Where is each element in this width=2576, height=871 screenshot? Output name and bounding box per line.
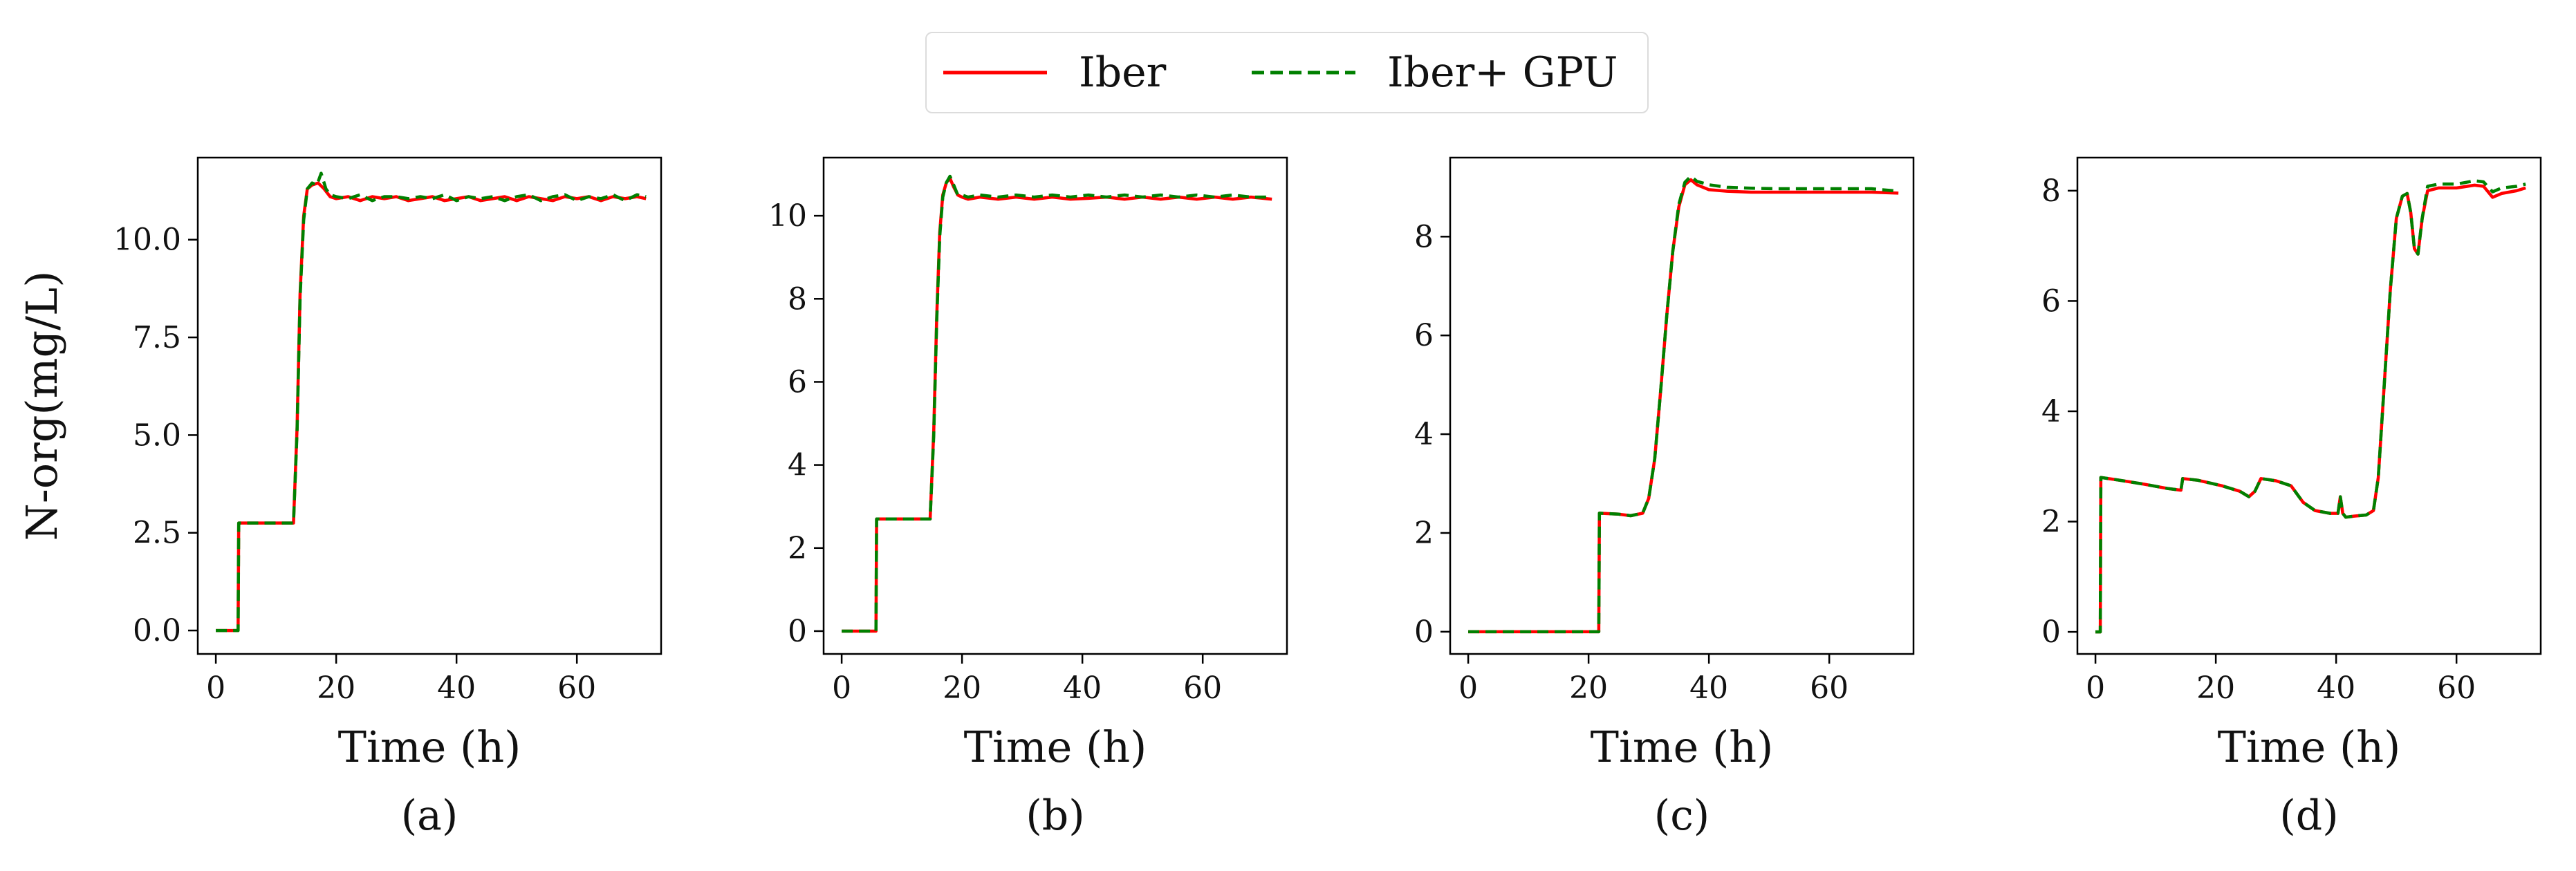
- axes-frame: [1449, 156, 1915, 655]
- y-tick-label: 0: [1414, 615, 1434, 650]
- axes-frame: [2076, 156, 2542, 655]
- y-tick-label: 2: [2041, 505, 2061, 540]
- x-tick-label: 0: [206, 671, 225, 706]
- x-tick-label: 40: [1689, 671, 1728, 706]
- panel-b: 0 20 40 60 0 2 4 6 8 10 Time (h) (b): [768, 156, 1288, 840]
- series-line-iber: [1468, 178, 1899, 634]
- y-tick-label: 2: [788, 531, 807, 566]
- series-line-iber-gpu: [216, 171, 647, 633]
- y-axis-label: N-org(mg/L): [17, 271, 67, 541]
- series-line-iber: [2095, 183, 2526, 634]
- legend-entry-iber: Iber: [943, 33, 1166, 112]
- y-tick-label: 2: [1414, 516, 1434, 551]
- y-tick-label: 6: [2041, 283, 2061, 319]
- x-tick-label: 0: [832, 671, 851, 706]
- panel-label: (d): [2279, 792, 2338, 840]
- y-tick-label: 4: [2041, 394, 2061, 429]
- x-axis-label: Time (h): [338, 722, 521, 772]
- legend-label-iber: Iber: [1079, 48, 1167, 97]
- y-tick-label: 6: [788, 364, 807, 400]
- y-tick-label: 8: [1414, 219, 1434, 254]
- y-tick-label: 6: [1414, 318, 1434, 353]
- legend-swatch-iber-gpu: [1252, 71, 1355, 75]
- x-tick-label: 60: [2437, 671, 2476, 706]
- y-tick-label: 10.0: [113, 223, 181, 258]
- x-tick-label: 20: [317, 671, 355, 706]
- panel-label: (c): [1654, 792, 1709, 840]
- series-line-iber: [842, 176, 1272, 633]
- x-tick-label: 60: [1183, 671, 1222, 706]
- x-tick-label: 40: [2317, 671, 2355, 706]
- x-axis-label: Time (h): [2218, 722, 2401, 772]
- x-tick-label: 20: [1569, 671, 1608, 706]
- y-tick-label: 7.5: [133, 320, 181, 355]
- x-tick-label: 60: [557, 671, 596, 706]
- y-tick-label: 0.0: [133, 613, 181, 648]
- y-tick-label: 4: [788, 448, 807, 483]
- legend-entry-iber-gpu: Iber+ GPU: [1252, 33, 1618, 112]
- legend-label-iber-gpu: Iber+ GPU: [1387, 48, 1618, 97]
- y-tick-label: 5.0: [133, 418, 181, 453]
- series-line-iber-gpu: [2095, 179, 2526, 634]
- series-line-iber: [216, 181, 647, 633]
- panel-d: 0 20 40 60 0 2 4 6 8 Time (h) (d): [2041, 156, 2542, 840]
- y-tick-label: 2.5: [133, 516, 181, 551]
- x-tick-label: 20: [943, 671, 981, 706]
- y-tick-label: 8: [2041, 174, 2061, 209]
- y-tick-label: 0: [2041, 615, 2061, 650]
- legend: Iber Iber+ GPU: [925, 32, 1649, 113]
- y-tick-label: 0: [788, 614, 807, 649]
- axes-frame: [822, 156, 1288, 655]
- x-tick-label: 0: [2086, 671, 2105, 706]
- y-tick-label: 8: [788, 281, 807, 317]
- panel-label: (a): [401, 792, 458, 840]
- y-tick-label: 4: [1414, 417, 1434, 452]
- x-tick-label: 40: [1063, 671, 1102, 706]
- x-axis-label: Time (h): [964, 722, 1147, 772]
- series-line-iber-gpu: [1468, 174, 1899, 634]
- y-tick-label: 10: [768, 198, 807, 234]
- x-tick-label: 20: [2196, 671, 2235, 706]
- x-tick-label: 60: [1810, 671, 1848, 706]
- series-line-iber-gpu: [842, 174, 1272, 633]
- legend-swatch-iber: [943, 71, 1047, 75]
- x-tick-label: 40: [437, 671, 476, 706]
- x-tick-label: 0: [1458, 671, 1478, 706]
- panel-a: 0 20 40 60 0.0 2.5 5.0 7.5 10.0 Time (h) (a) N-org(…: [17, 156, 662, 840]
- x-axis-label: Time (h): [1591, 722, 1774, 772]
- panel-label: (b): [1026, 792, 1084, 840]
- panel-c: 0 20 40 60 0 2 4 6 8 Time (h) (c): [1414, 156, 1915, 840]
- axes-frame: [196, 156, 662, 655]
